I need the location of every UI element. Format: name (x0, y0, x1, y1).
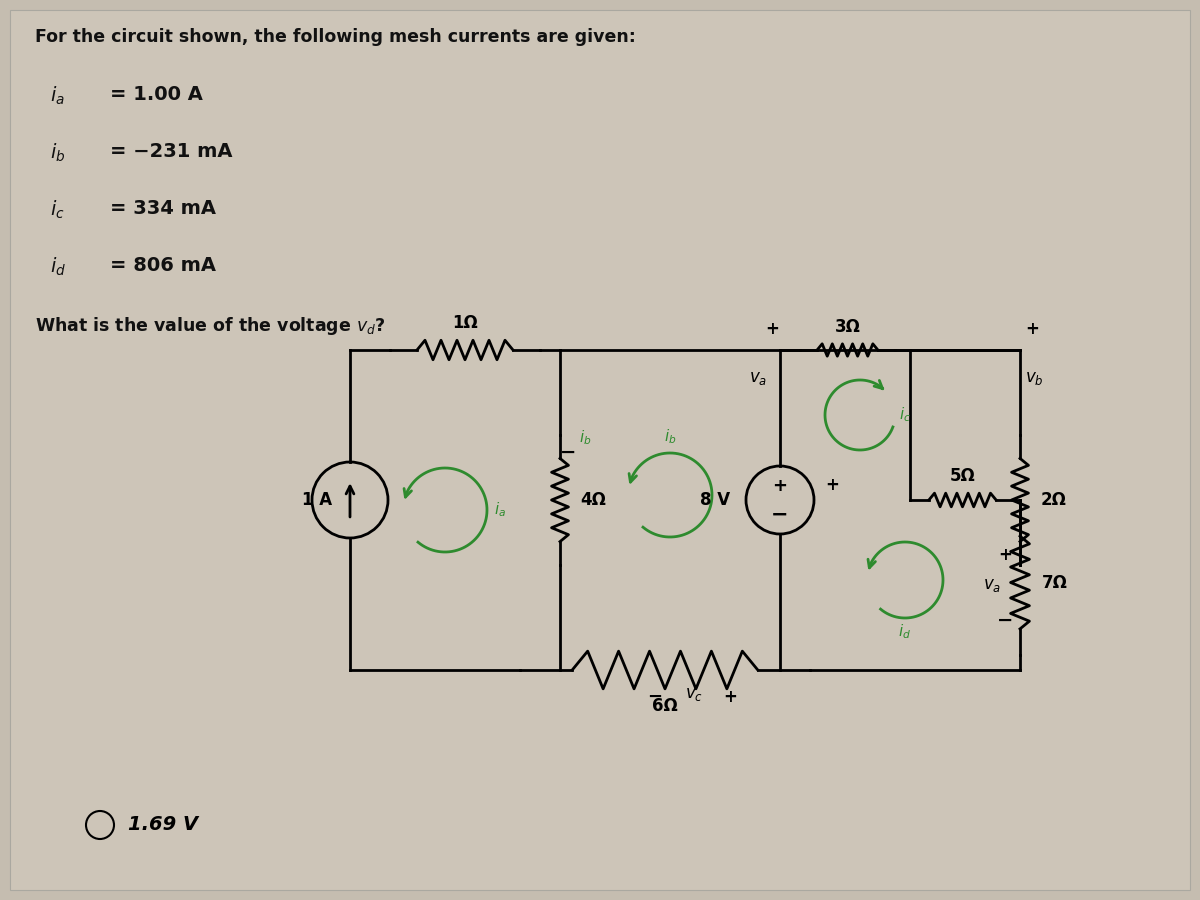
Text: +: + (1025, 320, 1039, 338)
Text: +: + (724, 688, 737, 706)
Text: What is the value of the voltage $\mathit{v_d}$?: What is the value of the voltage $\mathi… (35, 315, 385, 337)
Text: $\mathit{i}_{b}$: $\mathit{i}_{b}$ (50, 142, 66, 165)
Text: 4Ω: 4Ω (581, 491, 606, 509)
Text: 8 V: 8 V (700, 491, 730, 509)
Text: +: + (766, 320, 779, 338)
Text: $v_a$: $v_a$ (749, 369, 767, 387)
Text: = 1.00 A: = 1.00 A (110, 85, 203, 104)
Text: = 806 mA: = 806 mA (110, 256, 216, 275)
Text: 2Ω: 2Ω (1040, 491, 1067, 509)
Text: −: − (560, 443, 576, 462)
Text: 6Ω: 6Ω (652, 697, 678, 715)
Text: 1.69 V: 1.69 V (128, 815, 198, 834)
Text: +: + (826, 476, 839, 494)
Text: $\mathit{i_a}$: $\mathit{i_a}$ (494, 500, 506, 519)
FancyBboxPatch shape (10, 10, 1190, 890)
Text: = −231 mA: = −231 mA (110, 142, 233, 161)
Text: $v_c$: $v_c$ (685, 685, 703, 703)
Text: = 334 mA: = 334 mA (110, 199, 216, 218)
Text: $\mathit{i}_{c}$: $\mathit{i}_{c}$ (50, 199, 65, 221)
Text: $\mathit{i}_{a}$: $\mathit{i}_{a}$ (50, 85, 65, 107)
Text: $\mathit{i_b}$: $\mathit{i_b}$ (578, 428, 592, 447)
Text: 7Ω: 7Ω (1042, 573, 1067, 591)
Text: $v_b$: $v_b$ (1025, 369, 1044, 387)
Text: 3Ω: 3Ω (834, 318, 860, 336)
Text: −: − (648, 688, 662, 706)
Text: $\mathit{i_b}$: $\mathit{i_b}$ (664, 428, 677, 446)
Text: For the circuit shown, the following mesh currents are given:: For the circuit shown, the following mes… (35, 28, 636, 46)
Text: 1 A: 1 A (302, 491, 332, 509)
Text: $v_a$: $v_a$ (983, 576, 1001, 594)
Text: $\mathit{i_c}$: $\mathit{i_c}$ (899, 406, 911, 425)
Text: −: − (772, 504, 788, 525)
Text: +: + (998, 546, 1012, 564)
Text: $\mathit{i_d}$: $\mathit{i_d}$ (899, 623, 912, 642)
Text: −: − (997, 610, 1013, 629)
Text: +: + (773, 477, 787, 495)
Text: 5Ω: 5Ω (949, 467, 976, 485)
Text: 1Ω: 1Ω (452, 314, 478, 332)
Text: $\mathit{i}_{d}$: $\mathit{i}_{d}$ (50, 256, 66, 278)
